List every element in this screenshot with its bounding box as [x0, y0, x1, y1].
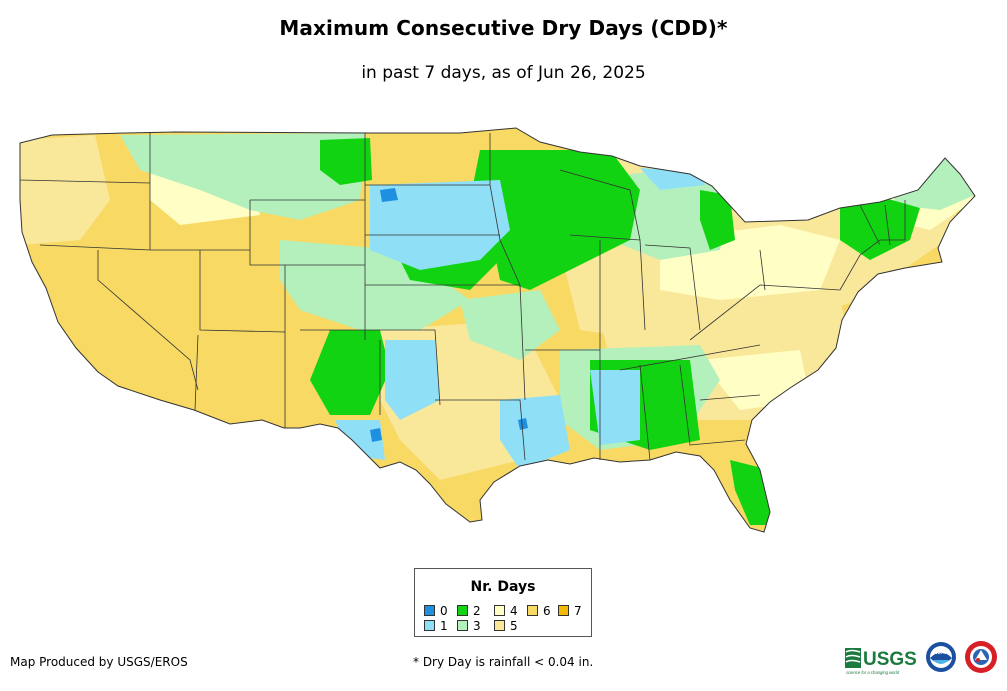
noaa-logo: NOAA: [926, 642, 956, 672]
legend-label: 0: [440, 604, 448, 618]
legend-label: 6: [543, 604, 551, 618]
legend: Nr. Days 0 1 2 3 4 5 6 7: [414, 568, 592, 637]
legend-swatch: [457, 605, 468, 616]
legend-label: 5: [510, 619, 518, 633]
map-subtitle: in past 7 days, as of Jun 26, 2025: [361, 63, 646, 83]
conus-cdd-map: [19, 127, 976, 533]
legend-swatch: [527, 605, 538, 616]
noaa-wordmark: NOAA: [934, 650, 949, 656]
state-borders: [19, 127, 976, 533]
nws-logo: [965, 641, 997, 673]
legend-label: 2: [473, 604, 481, 618]
legend-label: 7: [574, 604, 582, 618]
usgs-logo: USGS science for a changing world: [845, 648, 917, 675]
usgs-wordmark: USGS: [863, 649, 917, 670]
legend-swatch: [457, 620, 468, 631]
credit-text: Map Produced by USGS/EROS: [10, 655, 188, 669]
legend-label: 1: [440, 619, 448, 633]
legend-label: 3: [473, 619, 481, 633]
legend-swatch: [424, 620, 435, 631]
legend-swatch: [494, 605, 505, 616]
map-title: Maximum Consecutive Dry Days (CDD)*: [279, 16, 728, 40]
agency-logos: USGS science for a changing world NOAA: [845, 641, 997, 675]
footnote-text: * Dry Day is rainfall < 0.04 in.: [413, 655, 594, 669]
cdd-zones: [20, 133, 975, 525]
legend-swatch: [494, 620, 505, 631]
legend-swatch: [558, 605, 569, 616]
legend-title: Nr. Days: [470, 579, 536, 595]
legend-swatch: [424, 605, 435, 616]
legend-label: 4: [510, 604, 518, 618]
usgs-tagline: science for a changing world: [846, 670, 900, 675]
